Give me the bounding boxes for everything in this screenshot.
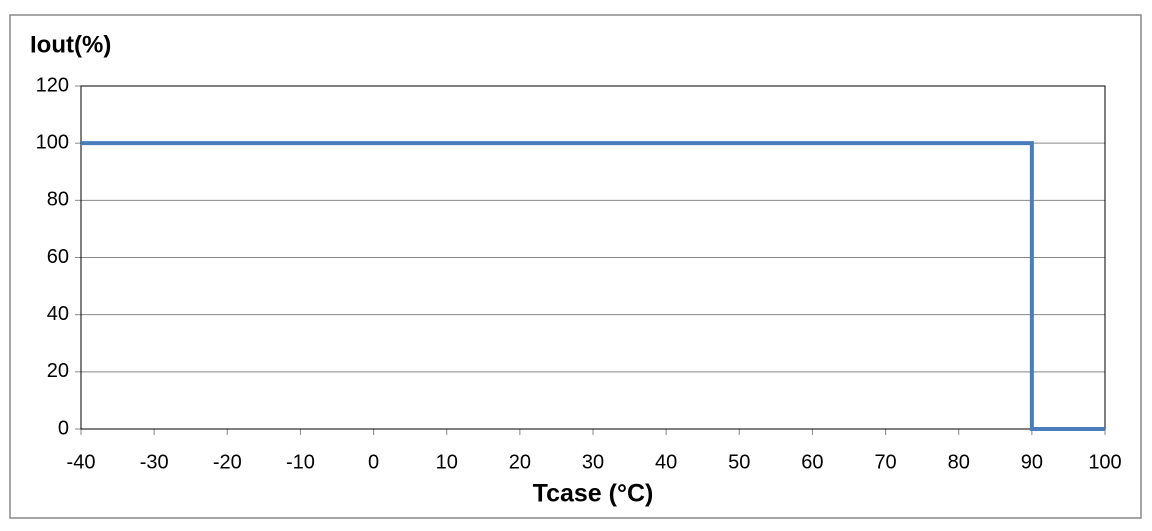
x-tick-label: 60 — [801, 451, 823, 473]
x-tick-label: -40 — [67, 451, 96, 473]
y-axis-label: Iout(%) — [30, 31, 111, 58]
x-tick-label: 10 — [436, 451, 458, 473]
x-tick-label: 0 — [368, 451, 379, 473]
x-axis-label: Tcase (°C) — [533, 480, 654, 508]
x-tick-label: 70 — [874, 451, 896, 473]
y-tick-label: 120 — [36, 74, 69, 96]
y-tick-label: 40 — [47, 303, 69, 325]
x-tick-label: 80 — [948, 451, 970, 473]
x-tick-label: -30 — [140, 451, 169, 473]
chart-frame — [9, 14, 1142, 519]
y-tick-label: 20 — [47, 360, 69, 382]
y-tick-label: 60 — [47, 246, 69, 268]
x-tick-label: 40 — [655, 451, 677, 473]
y-tick-label: 0 — [58, 417, 69, 439]
y-tick-label: 100 — [36, 131, 69, 153]
x-tick-label: 30 — [582, 451, 604, 473]
data-line — [81, 141, 1105, 431]
y-tick-label: 80 — [47, 189, 69, 211]
x-tick-label: 20 — [509, 451, 531, 473]
x-tick-label: -20 — [213, 451, 242, 473]
x-tick-label: 100 — [1088, 451, 1121, 473]
x-tick-label: -10 — [286, 451, 315, 473]
x-tick-label: 90 — [1021, 451, 1043, 473]
plot-border — [80, 85, 1106, 430]
x-tick-label: 50 — [728, 451, 750, 473]
